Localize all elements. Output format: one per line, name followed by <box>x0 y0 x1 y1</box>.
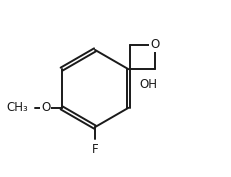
Text: CH₃: CH₃ <box>6 101 28 114</box>
Text: F: F <box>91 143 98 156</box>
Text: OH: OH <box>139 78 157 91</box>
Text: O: O <box>149 38 159 51</box>
Text: O: O <box>41 101 50 114</box>
